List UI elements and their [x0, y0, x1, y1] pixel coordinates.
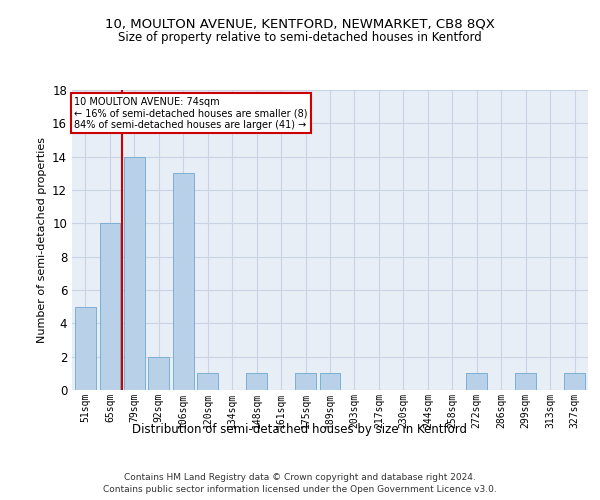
- Text: 10, MOULTON AVENUE, KENTFORD, NEWMARKET, CB8 8QX: 10, MOULTON AVENUE, KENTFORD, NEWMARKET,…: [105, 18, 495, 30]
- Bar: [246, 374, 267, 390]
- Bar: [466, 374, 487, 390]
- Text: 10 MOULTON AVENUE: 74sqm
← 16% of semi-detached houses are smaller (8)
84% of se: 10 MOULTON AVENUE: 74sqm ← 16% of semi-d…: [74, 96, 308, 130]
- Text: Size of property relative to semi-detached houses in Kentford: Size of property relative to semi-detach…: [118, 31, 482, 44]
- Bar: [100, 224, 120, 390]
- Bar: [124, 156, 145, 390]
- Text: Distribution of semi-detached houses by size in Kentford: Distribution of semi-detached houses by …: [133, 422, 467, 436]
- Bar: [295, 374, 316, 390]
- Bar: [173, 174, 194, 390]
- Bar: [515, 374, 536, 390]
- Bar: [197, 374, 218, 390]
- Bar: [148, 356, 169, 390]
- Bar: [564, 374, 585, 390]
- Bar: [75, 306, 96, 390]
- Y-axis label: Number of semi-detached properties: Number of semi-detached properties: [37, 137, 47, 343]
- Bar: [320, 374, 340, 390]
- Text: Contains HM Land Registry data © Crown copyright and database right 2024.
Contai: Contains HM Land Registry data © Crown c…: [103, 472, 497, 494]
